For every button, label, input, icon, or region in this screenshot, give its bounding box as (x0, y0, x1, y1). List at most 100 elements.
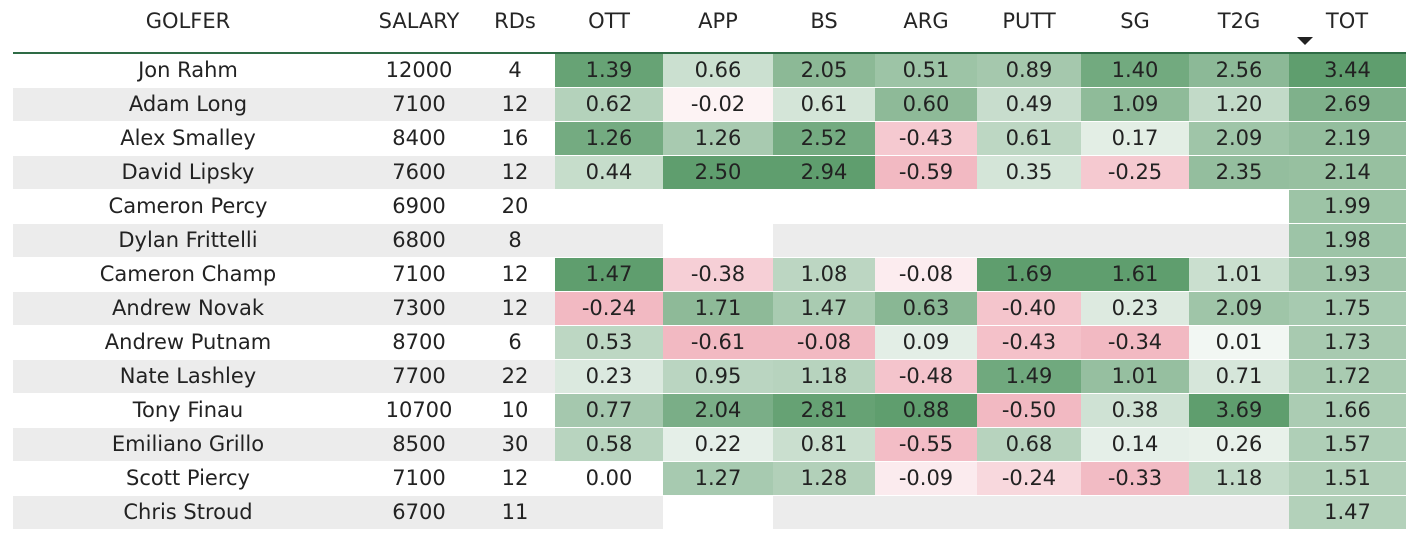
column-header-ott[interactable]: OTT (588, 9, 630, 33)
cell-tot: 1.99 (1289, 190, 1406, 223)
cell-rds: 12 (501, 466, 529, 490)
column-header-sg[interactable]: SG (1120, 9, 1150, 33)
cell-salary: 7700 (392, 364, 446, 388)
cell-rds: 12 (501, 160, 529, 184)
cell-rds: 30 (501, 432, 529, 456)
cell-golfer: Nate Lashley (119, 364, 257, 388)
column-header-tot[interactable]: TOT (1325, 9, 1369, 33)
cell-sg: 1.61 (1081, 258, 1189, 291)
cell-ott: 0.00 (555, 462, 663, 495)
cell-sg (1081, 496, 1189, 529)
cell-app: 0.95 (663, 360, 773, 393)
cell-salary: 7100 (392, 466, 446, 490)
cell-arg: -0.09 (875, 462, 977, 495)
cell-bs (773, 496, 875, 529)
cell-arg (875, 496, 977, 529)
cell-tot: 3.44 (1289, 54, 1406, 87)
cell-t2g (1189, 224, 1289, 257)
cell-sg: 0.38 (1081, 394, 1189, 427)
cell-sg: 1.09 (1081, 88, 1189, 121)
cell-salary: 8700 (392, 330, 446, 354)
cell-putt (977, 190, 1081, 223)
cell-bs: 1.28 (773, 462, 875, 495)
cell-putt: 1.69 (977, 258, 1081, 291)
cell-golfer: Alex Smalley (120, 126, 256, 150)
cell-ott (555, 190, 663, 223)
cell-bs: 0.81 (773, 428, 875, 461)
cell-arg: 0.63 (875, 292, 977, 325)
cell-sg: -0.34 (1081, 326, 1189, 359)
cell-sg: 0.14 (1081, 428, 1189, 461)
cell-tot: 1.72 (1289, 360, 1406, 393)
cell-bs: 2.52 (773, 122, 875, 155)
cell-app (663, 496, 773, 529)
cell-putt: 0.35 (977, 156, 1081, 189)
cell-tot: 2.14 (1289, 156, 1406, 189)
cell-salary: 6700 (392, 500, 446, 524)
cell-putt: -0.50 (977, 394, 1081, 427)
column-header-t2g[interactable]: T2G (1217, 9, 1261, 33)
cell-salary: 8400 (392, 126, 446, 150)
column-header-salary[interactable]: SALARY (378, 9, 460, 33)
cell-tot: 1.47 (1289, 496, 1406, 529)
cell-golfer: Dylan Frittelli (118, 228, 258, 252)
cell-rds: 22 (501, 364, 529, 388)
cell-putt: 0.61 (977, 122, 1081, 155)
cell-arg: -0.08 (875, 258, 977, 291)
cell-t2g: 1.18 (1189, 462, 1289, 495)
cell-salary: 10700 (385, 398, 453, 422)
header-divider (13, 52, 1406, 54)
cell-golfer: Tony Finau (132, 398, 244, 422)
cell-app: -0.38 (663, 258, 773, 291)
cell-rds: 8 (508, 228, 522, 252)
cell-arg (875, 224, 977, 257)
cell-bs (773, 224, 875, 257)
cell-putt: 0.68 (977, 428, 1081, 461)
cell-tot: 1.75 (1289, 292, 1406, 325)
cell-t2g: 2.56 (1189, 54, 1289, 87)
cell-putt (977, 496, 1081, 529)
cell-t2g: 3.69 (1189, 394, 1289, 427)
cell-golfer: Andrew Putnam (104, 330, 272, 354)
column-header-arg[interactable]: ARG (903, 9, 949, 33)
cell-ott: 0.77 (555, 394, 663, 427)
column-header-rds[interactable]: RDs (494, 9, 536, 33)
cell-app (663, 224, 773, 257)
cell-t2g: 1.01 (1189, 258, 1289, 291)
cell-arg: 0.51 (875, 54, 977, 87)
cell-arg: -0.55 (875, 428, 977, 461)
cell-sg (1081, 224, 1189, 257)
cell-putt: 1.49 (977, 360, 1081, 393)
cell-golfer: David Lipsky (121, 160, 255, 184)
cell-sg: 1.40 (1081, 54, 1189, 87)
cell-ott: 0.58 (555, 428, 663, 461)
column-header-golfer[interactable]: GOLFER (145, 9, 231, 33)
cell-ott (555, 224, 663, 257)
cell-arg: -0.43 (875, 122, 977, 155)
cell-sg: 1.01 (1081, 360, 1189, 393)
cell-sg: 0.23 (1081, 292, 1189, 325)
cell-ott: 1.26 (555, 122, 663, 155)
cell-app (663, 190, 773, 223)
sort-descending-icon[interactable] (1297, 37, 1313, 45)
column-header-bs[interactable]: BS (810, 9, 838, 33)
cell-ott: 0.23 (555, 360, 663, 393)
cell-ott: 0.62 (555, 88, 663, 121)
cell-putt: -0.43 (977, 326, 1081, 359)
cell-ott: 1.47 (555, 258, 663, 291)
cell-arg: -0.48 (875, 360, 977, 393)
cell-app: 1.71 (663, 292, 773, 325)
cell-salary: 8500 (392, 432, 446, 456)
cell-t2g (1189, 190, 1289, 223)
column-header-app[interactable]: APP (698, 9, 738, 33)
cell-ott: -0.24 (555, 292, 663, 325)
cell-arg: 0.09 (875, 326, 977, 359)
cell-ott: 0.44 (555, 156, 663, 189)
cell-sg: 0.17 (1081, 122, 1189, 155)
cell-sg (1081, 190, 1189, 223)
column-header-putt[interactable]: PUTT (1002, 9, 1056, 33)
cell-rds: 12 (501, 262, 529, 286)
cell-arg: 0.88 (875, 394, 977, 427)
cell-tot: 2.19 (1289, 122, 1406, 155)
cell-rds: 12 (501, 296, 529, 320)
